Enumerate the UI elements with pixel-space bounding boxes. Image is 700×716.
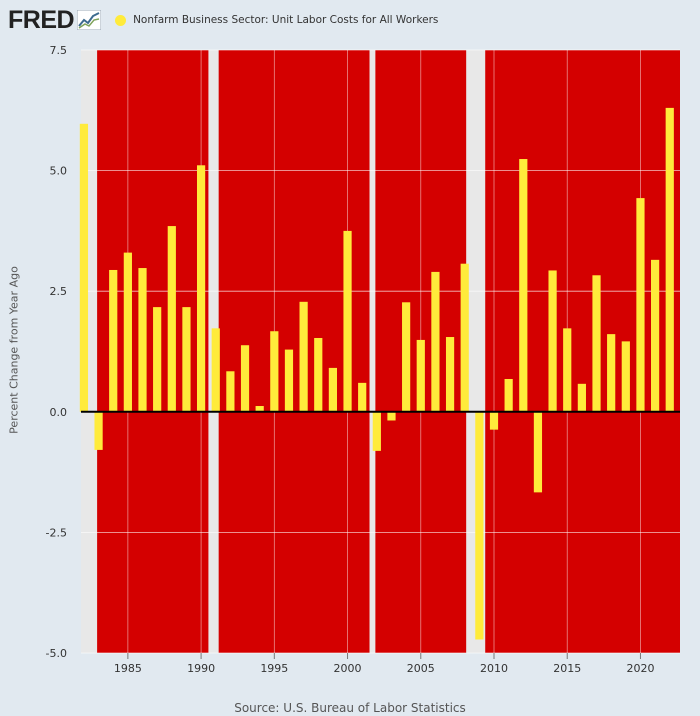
legend-label: Nonfarm Business Sector: Unit Labor Cost… [133,14,439,26]
x-tick-label: 2010 [480,662,508,675]
x-tick-label: 1990 [187,662,215,675]
bar [592,275,601,412]
y-axis-label-wrap: Percent Change from Year Ago [4,250,24,450]
bar [79,123,89,412]
bar [621,341,630,412]
bar [636,198,645,412]
legend: Nonfarm Business Sector: Unit Labor Cost… [115,14,438,26]
bar [445,337,455,412]
bar [607,334,616,412]
y-tick-label: 5.0 [50,165,68,178]
legend-marker [115,14,127,26]
shaded-region-3 [485,50,680,653]
bar [196,165,206,412]
bar [651,259,660,412]
bar [416,339,425,412]
bar [533,411,543,493]
bar [519,159,528,412]
x-tick-label: 2005 [407,662,435,675]
bar [123,252,132,412]
bar [665,107,674,412]
bar [153,307,162,412]
bar [328,367,338,412]
bar [182,307,191,412]
bar [270,331,279,412]
bar [372,411,381,451]
y-tick-label: 7.5 [50,44,68,57]
bar [343,230,352,412]
bar [109,269,118,412]
bar [475,411,484,640]
source-note: Source: U.S. Bureau of Labor Statistics [234,701,466,715]
bar [299,301,308,412]
y-axis-label: Percent Change from Year Ago [7,266,21,434]
bar [358,382,367,412]
x-tick-label: 2000 [334,662,362,675]
bar [255,406,264,412]
x-tick-label: 1995 [260,662,288,675]
bar [548,270,557,412]
bar [94,411,103,450]
bar [489,411,499,430]
y-tick-label: 0.0 [50,406,68,419]
bar [563,328,572,412]
bar [167,226,176,412]
bar [504,378,513,412]
y-tick-label: -2.5 [46,526,67,539]
bar [240,345,250,412]
bar [577,383,586,412]
bar [211,328,220,412]
fred-header: FRED Nonfarm Business Sector: Unit Labor… [8,6,438,34]
fred-logo[interactable]: FRED [8,5,75,34]
bar [314,337,323,412]
x-tick-label: 1985 [114,662,142,675]
fred-chart-icon [77,10,102,30]
bar [387,411,396,421]
y-tick-label: 2.5 [50,285,68,298]
bar [402,302,411,412]
bar [431,271,440,412]
x-tick-label: 2015 [553,662,581,675]
bar [138,268,147,412]
x-tick-label: 2020 [626,662,654,675]
bar [460,263,469,412]
y-tick-label: -5.0 [46,647,67,660]
bar [284,349,294,412]
bar [226,371,235,412]
